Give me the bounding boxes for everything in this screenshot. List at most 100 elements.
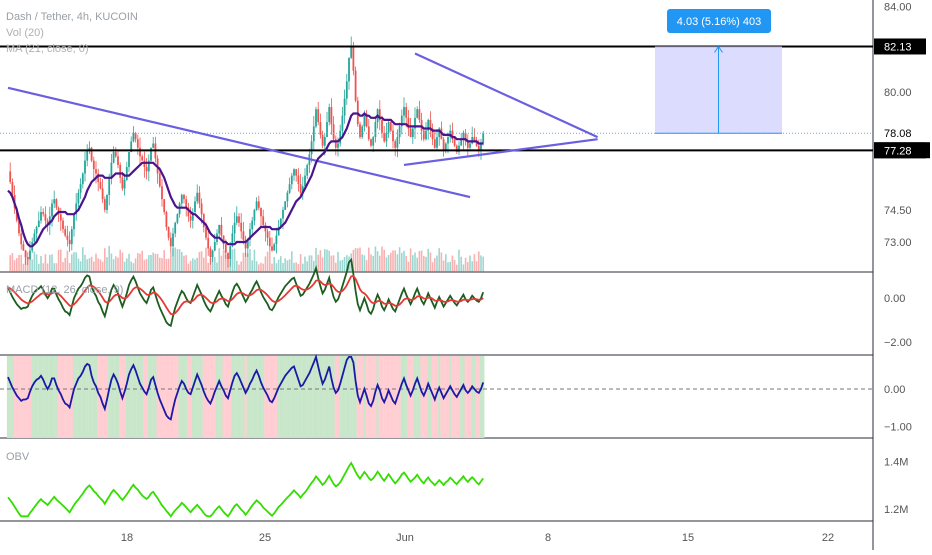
macd-pane: 0.00 −2.00 [7,257,912,349]
volume-bar [381,246,383,272]
volume-bar [480,255,482,272]
volume-bar [286,260,289,272]
osc-bg [229,356,232,438]
volume-bar [205,247,207,272]
candle-body [480,143,482,150]
time-tick: Jun [396,532,414,544]
osc-bg [330,356,333,438]
candle-body [244,239,247,249]
candle-body [106,194,108,210]
volume-bar [372,256,374,272]
candle-body [466,141,469,148]
volume-bar [359,247,361,272]
candle-body [227,252,229,260]
volume-bar [427,248,429,272]
candle-body [341,115,344,131]
candle-body [172,233,174,247]
osc-bg [299,356,302,438]
candle-body [194,201,196,213]
resistance-label: 82.13 [884,41,912,53]
volume-bar [137,253,139,272]
osc-bg [306,356,309,438]
osc-bg [138,356,142,438]
osc-bg [303,356,307,438]
osc-bg [339,356,342,438]
osc-bg [347,356,351,438]
osc-bg [233,356,236,438]
support-label: 77.28 [884,145,912,157]
candle-body [11,182,14,195]
osc-bg [13,356,16,438]
volume-bar [458,249,460,272]
candle-body [70,229,73,245]
candle-body [9,171,12,183]
volume-bar [126,258,128,272]
osc-bg [39,356,43,438]
volume-bar [68,262,71,272]
osc-bg [202,356,205,438]
osc-bg [180,356,183,438]
volume-bar [128,253,130,272]
candle-body [198,192,201,204]
osc-bg [334,356,337,438]
candle-body [365,113,368,127]
volume-bar [403,250,405,272]
volume-bar [46,263,49,272]
time-axis[interactable]: 18 25 Jun 8 15 22 [121,532,834,544]
candle-body [35,227,38,234]
volume-bar [462,264,465,272]
osc-bg [248,356,252,438]
volume-bar [308,255,311,272]
candle-body [323,137,326,146]
volume-bar [277,259,280,272]
candle-body [321,134,324,146]
osc-bg [77,356,80,438]
osc-bg [310,356,313,438]
candle-body [169,237,172,247]
candle-body [315,109,317,127]
volume-bar [174,247,176,272]
candle-body [99,182,102,189]
volume-bar [295,262,297,272]
osc-bg [42,356,45,438]
volume-bar [145,258,148,272]
volume-bar [97,258,99,272]
osc-bg [279,356,282,438]
candle-body [97,173,100,183]
candle-body [37,220,40,228]
volume-bar [376,251,379,272]
price-axis[interactable]: 84.0080.0074.5073.0082.1378.0802:08:5077… [874,1,930,249]
volume-bar [233,248,236,272]
candle-body [257,201,260,208]
osc-bg [394,356,397,438]
volume-bar [423,255,425,272]
candle-body [185,199,188,208]
candle-body [92,160,95,170]
candle-body [372,137,375,146]
candle-body [260,207,262,217]
osc-bg [308,356,311,438]
candle-body [403,107,405,116]
volume-bar [471,261,473,272]
candle-body [176,214,179,223]
osc-bg [37,356,40,438]
candle-body [141,156,144,161]
candle-body [33,233,36,243]
volume-bar [93,261,95,272]
candle-body [53,199,56,204]
candle-body [482,132,485,144]
volume-bar [225,254,227,272]
volume-bar [55,263,58,272]
volume-bar [363,255,366,272]
osc-bg [143,356,146,438]
osc-bg [141,356,144,438]
volume-bar [240,261,242,272]
candle-body [114,152,117,157]
candle-body [218,224,221,234]
price-tick: 80.00 [884,87,912,99]
candle-body [112,152,115,163]
osc-bg [444,356,447,438]
volume-bar [218,248,220,272]
